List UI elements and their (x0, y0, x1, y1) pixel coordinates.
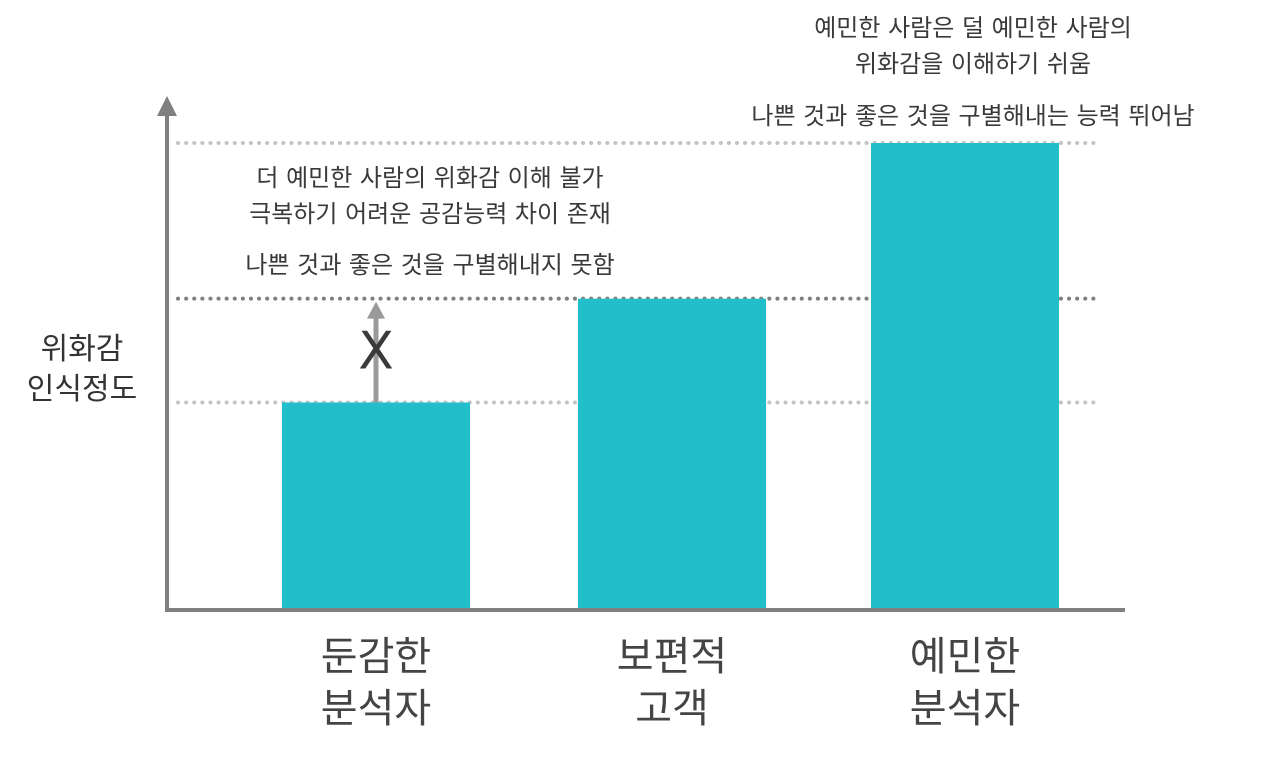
blocked-marker: X (358, 322, 394, 382)
annotation-dull-analyst-line-3: 나쁜 것과 좋은 것을 구별해내지 못함 (245, 251, 614, 279)
annotation-sensitive-analyst-line-2: 위화감을 이해하기 쉬움 (855, 50, 1091, 78)
annotation-dull-analyst-line-1: 더 예민한 사람의 위화감 이해 불가 (256, 164, 603, 192)
y-axis-label-line-2: 인식정도 (27, 372, 137, 407)
category-label-2-line-2: 고객 (635, 686, 709, 732)
y-axis-arrowhead (157, 96, 177, 116)
category-label-3-line-2: 분석자 (910, 686, 1020, 732)
category-label-1-line-2: 분석자 (321, 686, 431, 732)
bars (282, 143, 1059, 610)
category-label-1-line-1: 둔감한 (321, 634, 431, 680)
annotation-sensitive-analyst-line-1: 예민한 사람은 덜 예민한 사람의 (814, 14, 1132, 42)
y-axis-label-line-1: 위화감 (41, 332, 124, 367)
annotation-dull-analyst-line-2: 극복하기 어려운 공감능력 차이 존재 (249, 200, 611, 228)
category-label-2-line-1: 보편적 (617, 634, 727, 680)
axes (157, 96, 1125, 612)
arrow-head (367, 301, 385, 319)
annotation-sensitive-analyst-line-3: 나쁜 것과 좋은 것을 구별해내는 능력 뛰어남 (751, 102, 1194, 130)
blocked-arrow: X (358, 301, 394, 403)
bar-1 (282, 402, 470, 610)
bar-2 (578, 298, 766, 610)
bar-3 (871, 143, 1059, 610)
category-label-3-line-1: 예민한 (910, 634, 1020, 680)
